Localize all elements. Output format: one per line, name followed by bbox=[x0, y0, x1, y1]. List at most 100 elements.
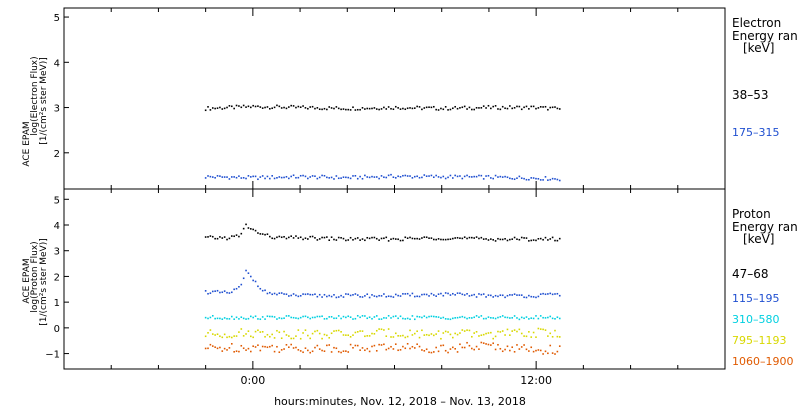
x-tick-label: 12:00 bbox=[520, 374, 552, 387]
proton-series-2-point bbox=[238, 318, 240, 320]
electron-series-0-point bbox=[238, 105, 240, 107]
electron-series-0-point bbox=[299, 106, 302, 109]
proton-series-4-point bbox=[290, 343, 292, 346]
proton-series-3-point bbox=[278, 331, 281, 334]
proton-series-3-point bbox=[285, 334, 288, 336]
proton-series-2-point bbox=[482, 317, 485, 320]
proton-series-0-point bbox=[342, 237, 345, 240]
proton-series-1-point bbox=[242, 277, 245, 280]
proton-series-4-point bbox=[221, 350, 224, 352]
proton-legend: Proton Energy ran [keV] 47–68 115–195 31… bbox=[732, 207, 798, 368]
proton-series-2-point bbox=[366, 317, 369, 320]
proton-legend-entry-2: 310–580 bbox=[732, 313, 780, 326]
electron-ytick-label: 5 bbox=[54, 13, 60, 24]
proton-series-1-point bbox=[349, 294, 352, 297]
proton-series-4-point bbox=[492, 342, 495, 345]
proton-series-0-point bbox=[537, 237, 540, 240]
electron-series-0-point bbox=[471, 108, 473, 111]
electron-series-1-point bbox=[478, 174, 480, 177]
proton-series-2-point bbox=[556, 316, 559, 319]
proton-series-4-point bbox=[240, 344, 243, 347]
proton-series-3-point bbox=[368, 335, 371, 337]
proton-series-2-point bbox=[323, 318, 326, 320]
proton-series-4-point bbox=[480, 341, 483, 344]
proton-series-4-point bbox=[478, 348, 480, 350]
proton-series-3-point bbox=[214, 334, 216, 336]
proton-series-1-point bbox=[475, 296, 478, 298]
proton-series-1-point bbox=[340, 294, 342, 297]
proton-series-1-point bbox=[528, 294, 530, 297]
proton-series-4-point bbox=[516, 344, 518, 346]
electron-series-1-point bbox=[383, 176, 385, 179]
x-tick-labels: 0:00 12:00 bbox=[241, 374, 552, 387]
proton-series-2-point bbox=[452, 317, 454, 320]
electron-series-0-point bbox=[490, 107, 492, 110]
electron-series-1-point bbox=[233, 176, 235, 178]
proton-series-0-point bbox=[525, 237, 528, 239]
electron-series-0-point bbox=[278, 105, 281, 108]
electron-series-1-point bbox=[423, 174, 426, 176]
proton-series-0-point bbox=[528, 240, 530, 242]
electron-series-1-point bbox=[314, 175, 316, 178]
electron-series-1-point bbox=[516, 177, 518, 179]
proton-ytick-label: 2 bbox=[54, 272, 60, 283]
proton-series-3-point bbox=[399, 335, 402, 337]
proton-series-1-point bbox=[216, 289, 219, 292]
proton-series-4-point bbox=[309, 351, 312, 354]
electron-panel: 2 3 4 5 ACE EPAM log(Electron Flux) [1/(cm²… bbox=[22, 7, 798, 190]
proton-series-3-point bbox=[404, 336, 407, 339]
proton-series-3-point bbox=[304, 329, 307, 331]
proton-series-2-point bbox=[285, 315, 288, 317]
electron-series-1-point bbox=[513, 178, 516, 181]
electron-series-1-point bbox=[497, 176, 499, 178]
proton-series-4-point bbox=[349, 343, 352, 346]
electron-series-0-point bbox=[235, 104, 238, 107]
proton-series-4-point bbox=[454, 348, 456, 350]
proton-series-1-point bbox=[397, 294, 399, 297]
proton-series-3-point bbox=[292, 337, 295, 340]
proton-series-4-point bbox=[554, 353, 556, 355]
proton-series-2-point bbox=[216, 317, 219, 320]
proton-series-2-point bbox=[307, 316, 309, 319]
electron-series-0-point bbox=[501, 105, 504, 108]
electron-series-1-point bbox=[430, 174, 433, 177]
proton-series-3-point bbox=[556, 335, 559, 338]
proton-series-1-point bbox=[490, 294, 492, 297]
proton-series-4-point bbox=[418, 345, 421, 348]
proton-series-3-point bbox=[442, 332, 445, 334]
proton-series-3-point bbox=[444, 330, 447, 333]
electron-series-1-point bbox=[461, 177, 464, 180]
electron-series-0-point bbox=[437, 109, 440, 111]
x-axis-label: hours:minutes, Nov. 12, 2018 – Nov. 13, … bbox=[274, 395, 526, 408]
proton-series-1-point bbox=[466, 292, 468, 295]
proton-series-4-point bbox=[245, 349, 247, 351]
proton-series-3-point bbox=[432, 334, 435, 337]
proton-series-4-point bbox=[539, 349, 542, 352]
proton-series-2-point bbox=[345, 316, 347, 319]
proton-series-1-point bbox=[444, 292, 447, 294]
electron-series-1-point bbox=[485, 175, 487, 177]
electron-series-0-point bbox=[280, 107, 283, 109]
proton-series-4-point bbox=[444, 349, 447, 352]
electron-legend-title-1: Electron bbox=[732, 16, 781, 30]
proton-series-3-point bbox=[235, 335, 238, 337]
electron-series-1-point bbox=[371, 175, 373, 178]
proton-series-0-point bbox=[273, 237, 276, 240]
proton-series-4-point bbox=[504, 348, 506, 351]
electron-series-1-point bbox=[288, 177, 290, 180]
proton-series-1-point bbox=[532, 296, 535, 298]
electron-series-1-point bbox=[328, 177, 331, 179]
proton-series-2-point bbox=[480, 315, 483, 317]
proton-series-0-point bbox=[257, 232, 259, 234]
electron-series-0-point bbox=[509, 105, 511, 107]
electron-series-1-point bbox=[473, 175, 475, 178]
electron-series-1-point bbox=[207, 175, 209, 177]
proton-series-2-point bbox=[223, 317, 226, 319]
proton-series-0-point bbox=[471, 236, 473, 239]
proton-series-2-point bbox=[485, 317, 487, 320]
proton-series-1-point bbox=[240, 283, 243, 286]
electron-series-0-point bbox=[390, 107, 392, 110]
electron-series-1-point bbox=[257, 178, 259, 181]
proton-series-3-point bbox=[528, 331, 530, 333]
electron-series-1-point bbox=[359, 175, 361, 178]
